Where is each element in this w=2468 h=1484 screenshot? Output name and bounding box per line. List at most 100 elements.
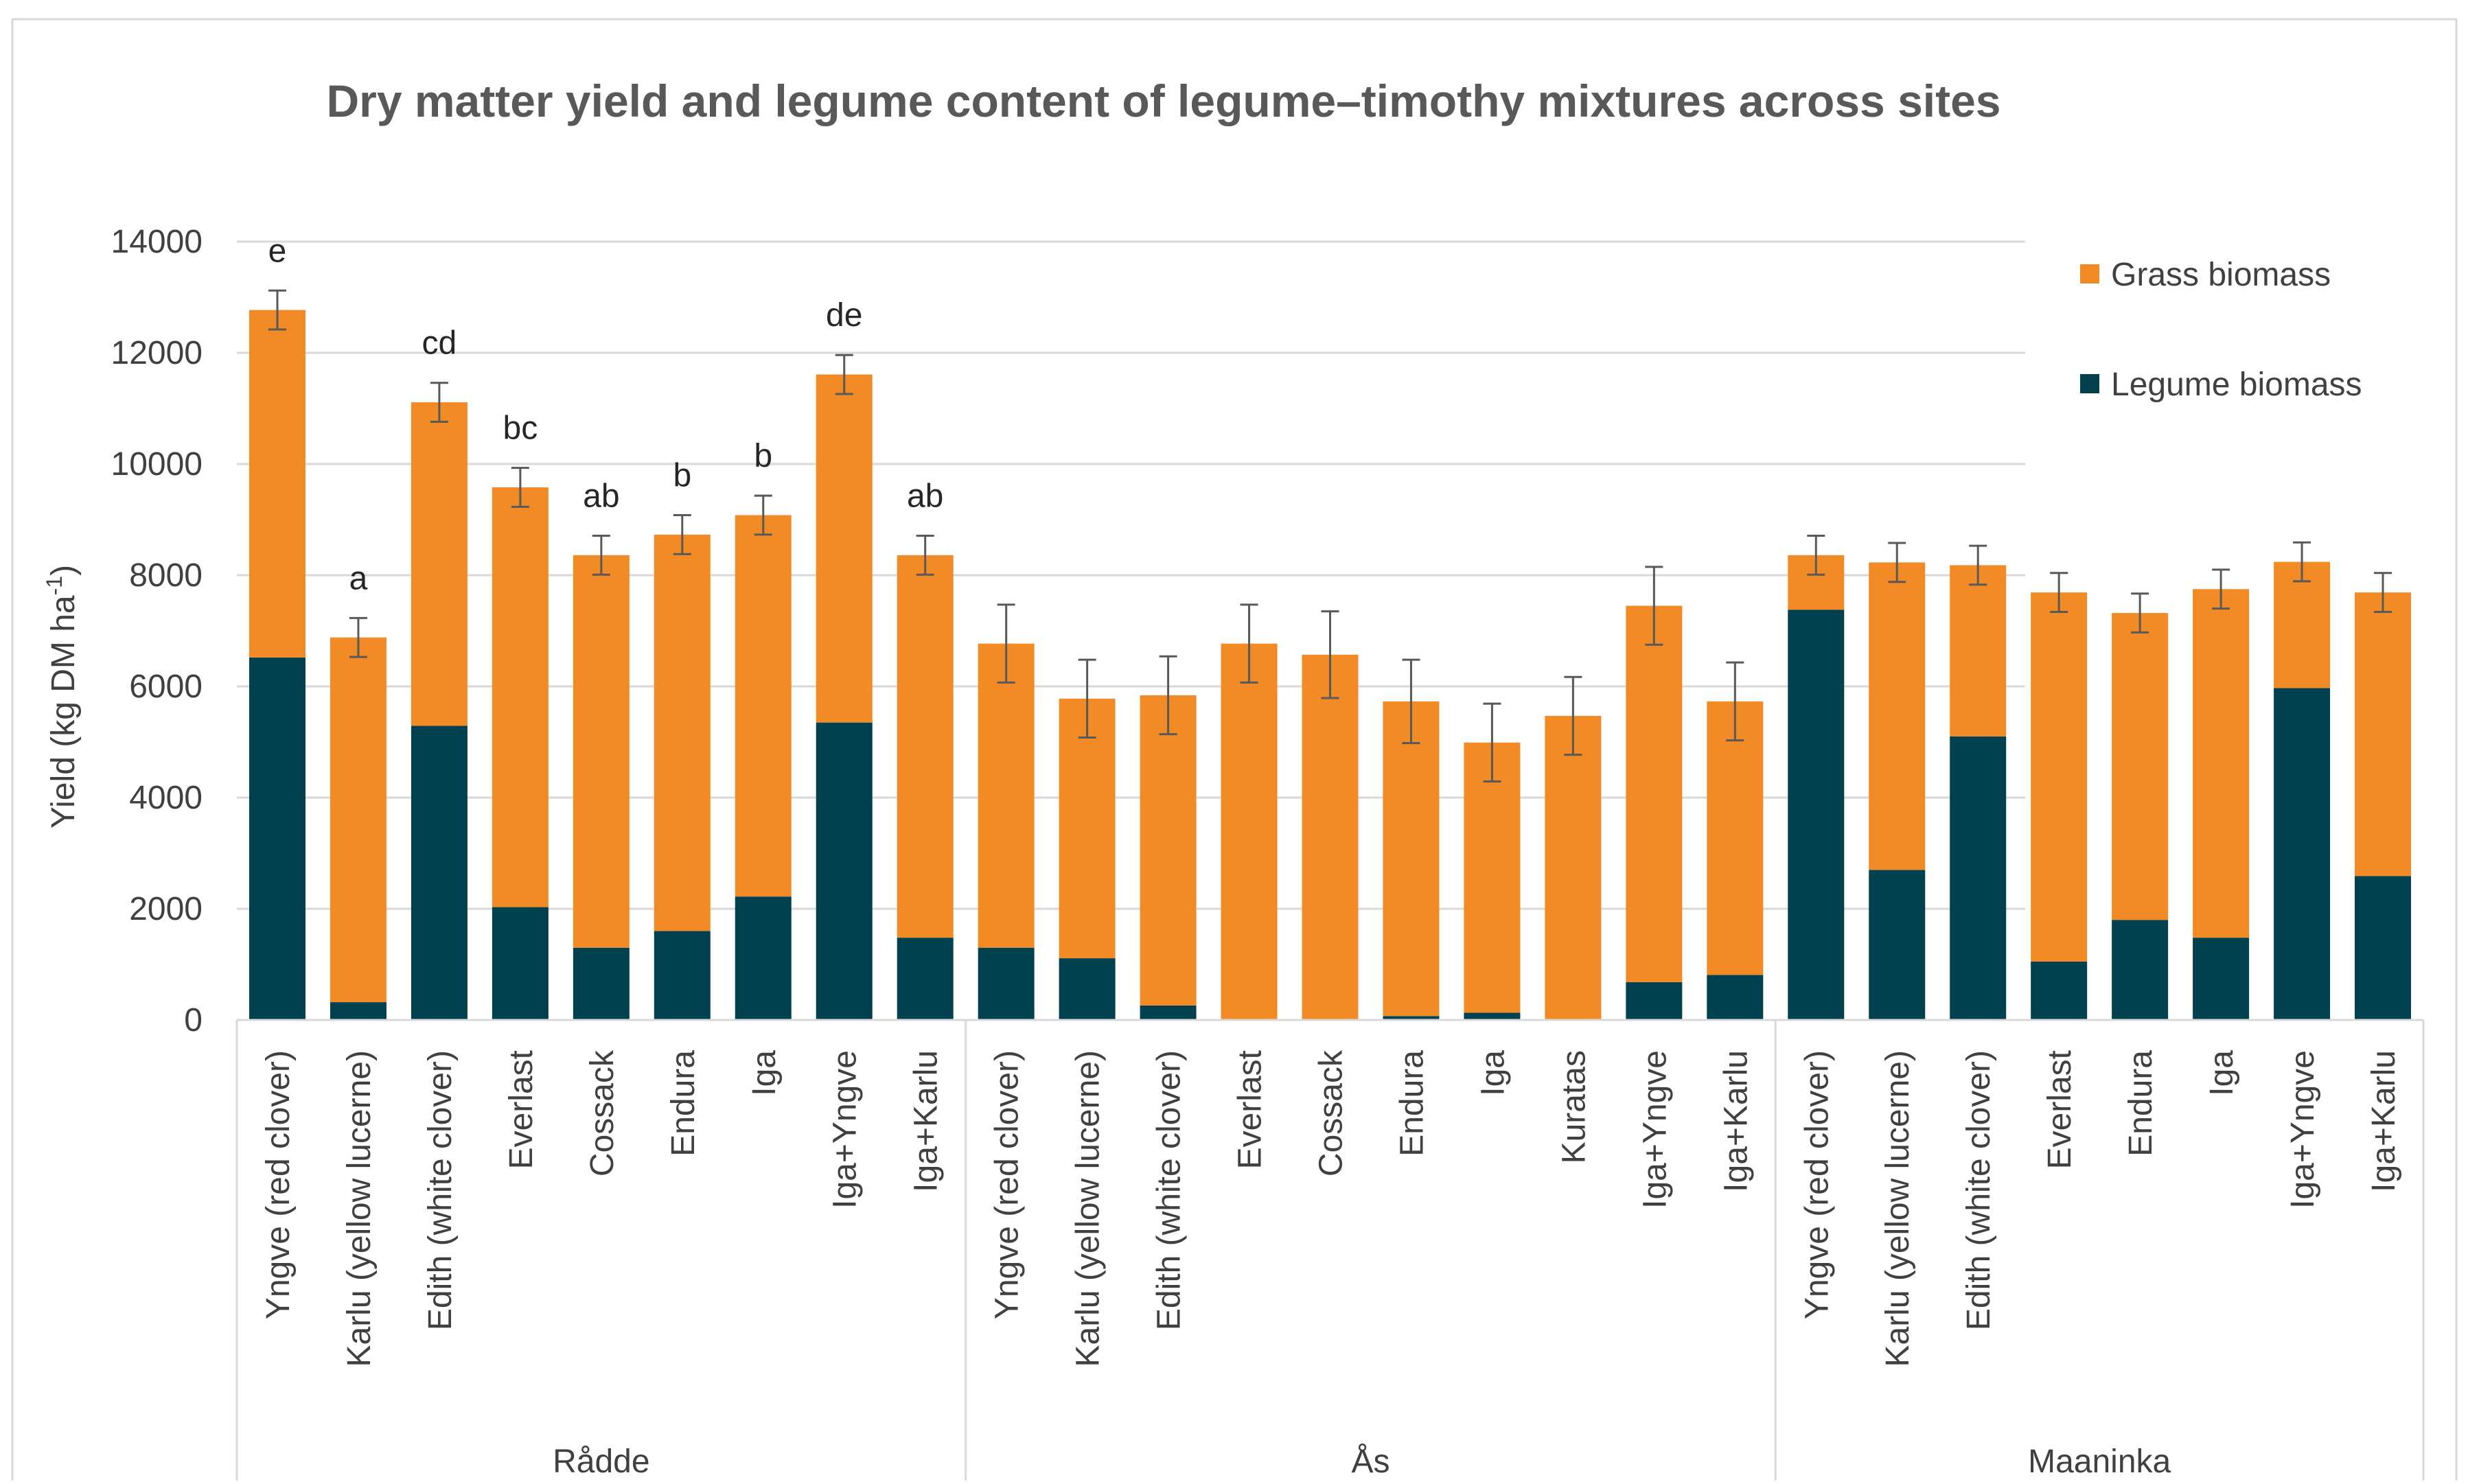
bar-legume (816, 722, 873, 1020)
significance-letter: cd (422, 325, 457, 362)
x-tick-label: Kuratas (1556, 1050, 1592, 1163)
x-tick-label: Cossack (584, 1050, 621, 1176)
bar-grass (2274, 561, 2331, 688)
bar-legume (1707, 975, 1764, 1020)
bar-grass (1140, 695, 1197, 1006)
bar-legume (1950, 736, 2007, 1020)
bar-grass (1950, 565, 2007, 737)
significance-letter: de (826, 297, 862, 334)
bar-legume (249, 657, 305, 1020)
significance-letter: b (754, 438, 772, 474)
site-group-label: Ås (1351, 1444, 1389, 1480)
bar-legume (2355, 876, 2412, 1020)
x-tick-label: Yngve (red clover) (1799, 1050, 1835, 1319)
x-tick-label: Everlast (2042, 1050, 2078, 1169)
bar-grass (1464, 742, 1521, 1013)
y-axis-label-main: Yield (kg DM ha (45, 595, 82, 828)
bar-grass (1383, 701, 1440, 1017)
x-tick-label: Iga+Karlu (2366, 1050, 2402, 1192)
y-tick-label: 6000 (129, 669, 203, 705)
significance-letter: a (349, 560, 368, 596)
bar-legume (1869, 870, 1926, 1020)
bar-grass (249, 310, 305, 658)
x-tick-label: Endura (665, 1050, 702, 1157)
y-axis-label-sup: -1 (42, 576, 67, 595)
significance-letter: bc (503, 410, 538, 447)
x-tick-label: Yngve (red clover) (989, 1050, 1026, 1319)
bar-legume (2112, 920, 2169, 1020)
x-tick-label: Yngve (red clover) (260, 1050, 297, 1319)
bar-grass (330, 637, 387, 1003)
bar-grass (978, 643, 1035, 948)
x-tick-label: Iga (746, 1050, 783, 1096)
bar-legume (654, 931, 711, 1020)
significance-letter: ab (907, 478, 943, 514)
legend-label-grass: Grass biomass (2111, 257, 2331, 293)
x-tick-label: Karlu (yellow lucerne) (1070, 1050, 1107, 1367)
bar-grass (816, 374, 873, 723)
x-tick-label: Iga (1475, 1050, 1511, 1096)
x-tick-label: Edith (white clover) (422, 1050, 459, 1330)
bar-legume (735, 896, 792, 1020)
bar-legume (573, 947, 630, 1020)
bar-grass (1707, 701, 1764, 975)
y-tick-label: 12000 (111, 335, 203, 371)
bar-grass (654, 534, 711, 931)
chart-title: Dry matter yield and legume content of l… (326, 76, 2000, 126)
bar-grass (492, 487, 549, 907)
bar-legume (1464, 1012, 1521, 1020)
bar-grass (1545, 715, 1602, 1020)
x-tick-label: Iga (2204, 1050, 2240, 1096)
y-axis-ticks: 0 2000 4000 6000 8000 10000 12000 14000 (111, 224, 203, 1039)
legend-swatch-legume (2080, 374, 2099, 393)
bar-legume (2031, 961, 2088, 1020)
site-group-label: Maaninka (2028, 1444, 2171, 1480)
x-tick-label: Endura (2123, 1050, 2159, 1157)
x-axis: Yngve (red clover) Karlu (yellow lucerne)… (235, 1019, 2425, 1481)
bar-legume (897, 938, 954, 1020)
x-tick-label: Iga+Karlu (1718, 1050, 1754, 1192)
legend-swatch-grass (2080, 264, 2099, 283)
bar-legume (1140, 1005, 1197, 1020)
bar-grass (1869, 562, 1926, 870)
x-tick-label: Everlast (1232, 1050, 1269, 1169)
bar-grass (1626, 605, 1683, 982)
legend: Grass biomass Legume biomass (2080, 257, 2362, 403)
bar-grass (1302, 654, 1359, 1020)
significance-letters: e a cd bc ab b b de ab (268, 233, 944, 596)
error-bars (268, 289, 2392, 783)
x-tick-label: Karlu (yellow lucerne) (341, 1050, 378, 1367)
bar-legume (1626, 982, 1683, 1020)
y-axis-label-close: ) (45, 565, 82, 576)
x-tick-label: Endura (1394, 1050, 1430, 1157)
y-tick-label: 14000 (111, 224, 203, 260)
significance-letter: e (268, 233, 287, 269)
y-tick-label: 0 (184, 1002, 203, 1039)
y-tick-label: 8000 (129, 557, 203, 594)
bar-grass (573, 555, 630, 948)
x-tick-label: Cossack (1313, 1050, 1350, 1176)
x-tick-label: Iga+Yngve (2285, 1050, 2321, 1209)
x-tick-label: Edith (white clover) (1961, 1050, 1997, 1330)
bar-grass (2193, 589, 2250, 938)
y-tick-label: 10000 (111, 446, 203, 483)
x-tick-label: Iga+Karlu (908, 1050, 945, 1192)
y-tick-label: 4000 (129, 780, 203, 816)
bar-legume (1059, 958, 1116, 1020)
bar-legume (1383, 1016, 1440, 1020)
significance-letter: b (673, 458, 691, 494)
bar-grass (2355, 592, 2412, 877)
bar-grass (2031, 592, 2088, 962)
bar-grass (1221, 643, 1278, 1020)
significance-letter: ab (583, 478, 619, 514)
bar-grass (1059, 698, 1116, 959)
y-tick-label: 2000 (129, 891, 203, 927)
bar-legume (978, 947, 1035, 1020)
bars (249, 310, 2412, 1020)
bar-legume (2274, 688, 2331, 1020)
y-axis-label: Yield (kg DM ha-1) (42, 565, 82, 828)
site-group-label: Rådde (553, 1444, 649, 1480)
bar-legume (411, 726, 468, 1020)
